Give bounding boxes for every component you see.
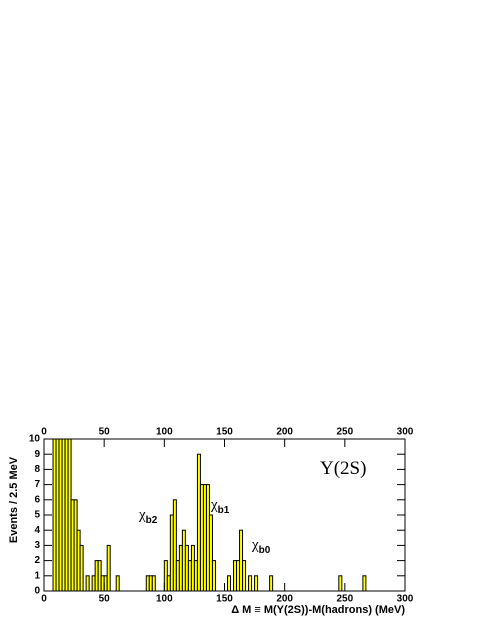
x-top-tick-label: 100 (156, 427, 173, 438)
x-top-tick-label: 200 (276, 427, 293, 438)
bar (115, 575, 120, 592)
x-top-tick-label: 300 (397, 427, 414, 438)
x-top-tick-label: 250 (336, 427, 353, 438)
y-tick-label: 6 (34, 494, 40, 505)
y-tick-label: 0 (34, 586, 40, 597)
bar (254, 575, 259, 592)
x-tick-label: 250 (336, 594, 353, 605)
x-tick-label: 100 (156, 594, 173, 605)
y-tick-label: 9 (34, 449, 40, 460)
bar (269, 575, 274, 592)
annotation: Υ(2S) (320, 458, 366, 479)
x-top-tick-label: 0 (41, 427, 47, 438)
y-tick-label: 7 (34, 479, 40, 490)
annotation-symbol: χ (251, 537, 259, 553)
bar (151, 575, 156, 592)
y-tick-label: 5 (34, 510, 40, 521)
y-tick-label: 2 (34, 555, 40, 566)
annotation-subscript: b1 (218, 505, 230, 516)
annotation-symbol: χ (138, 507, 146, 523)
x-tick-label: 50 (99, 594, 111, 605)
bar (79, 544, 84, 592)
annotation: χb0 (251, 537, 271, 555)
x-tick-label: 300 (397, 594, 414, 605)
annotation: χb2 (138, 507, 158, 525)
annotation-symbol: Υ(2S) (320, 458, 366, 479)
annotation-subscript: b2 (146, 515, 158, 526)
bar (85, 575, 90, 592)
y-tick-label: 10 (29, 434, 41, 445)
bar (338, 575, 343, 592)
bar (106, 544, 111, 592)
y-tick-label: 4 (34, 525, 40, 536)
bar (211, 560, 216, 592)
x-top-tick-label: 50 (99, 427, 111, 438)
x-tick-label: 200 (276, 594, 293, 605)
bar (242, 560, 247, 592)
x-top-tick-label: 150 (216, 427, 233, 438)
annotation-symbol: χ (210, 497, 218, 513)
bar (362, 575, 367, 592)
x-axis-label: Δ M ≡ M(Υ(2S))-M(hadrons) (MeV) (231, 604, 405, 616)
y-tick-label: 8 (34, 464, 40, 475)
x-tick-label: 0 (41, 594, 47, 605)
y-axis-label: Events / 2.5 MeV (8, 456, 20, 543)
bar (248, 575, 253, 592)
annotation-subscript: b0 (259, 545, 271, 556)
y-tick-label: 3 (34, 540, 40, 551)
y-tick-label: 1 (34, 570, 40, 581)
annotation: χb1 (210, 497, 230, 515)
bar (227, 575, 232, 592)
x-tick-label: 150 (216, 594, 233, 605)
